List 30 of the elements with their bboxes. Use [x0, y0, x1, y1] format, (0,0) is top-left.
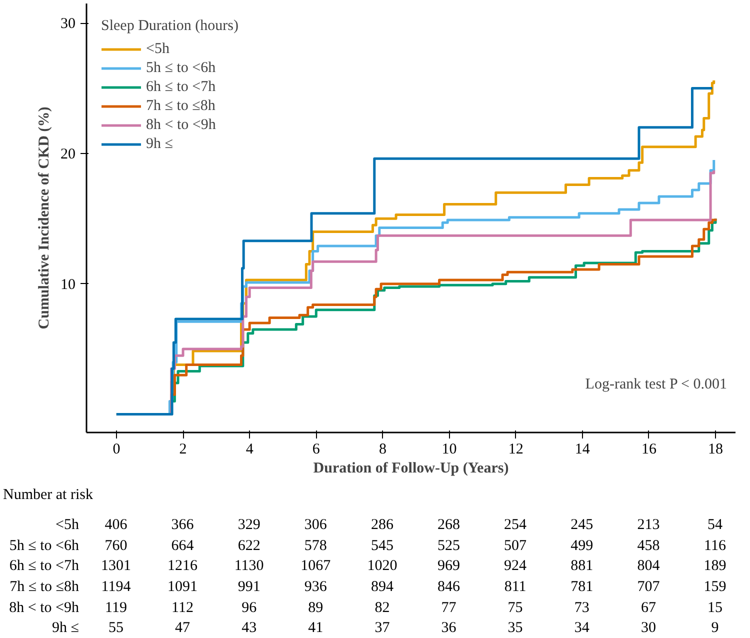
x-tick-label: 14 — [574, 442, 590, 458]
legend-label: 5h ≤ to <6h — [146, 59, 216, 77]
x-tick-label: 8 — [378, 442, 386, 458]
x-tick-label: 6 — [312, 442, 320, 458]
text: 8h < to <9h 119 112 96 89 82 77 75 73 67 15 — [9, 600, 722, 616]
legend-title: Sleep Duration (hours) — [101, 18, 238, 35]
x-tick-label: 16 — [641, 442, 657, 458]
text: 5h ≤ to <6h 760 664 622 578 545 525 507 499 458 116 — [9, 538, 726, 554]
text: 9h ≤ 55 47 43 41 37 36 35 34 30 9 — [52, 620, 719, 636]
text: Number at risk — [3, 486, 93, 504]
y-tick-label: 20 — [60, 146, 76, 162]
x-tick-label: 10 — [442, 442, 457, 458]
legend-label: <5h — [146, 40, 170, 58]
text: 6h ≤ to <7h 1301 1216 1130 1067 1020 969 924 881 804 189 — [9, 558, 726, 574]
x-tick-label: 0 — [112, 442, 120, 458]
text: 7h ≤ to ≤8h 1194 1091 991 936 894 846 811 781 707 159 — [10, 579, 726, 595]
y-axis-title: Cumulative Incidence of CKD (%) — [36, 106, 52, 330]
text: <5h 406 366 329 306 286 268 254 245 213 54 — [56, 517, 722, 533]
legend-label: 6h ≤ to <7h — [146, 78, 216, 96]
annotation: Log-rank test P < 0.001 — [585, 376, 727, 392]
legend-label: 9h ≤ — [146, 135, 173, 153]
y-tick-label: 10 — [60, 276, 76, 293]
legend-label: 8h < to <9h — [146, 116, 216, 134]
x-tick-label: 18 — [708, 442, 724, 458]
x-tick-label: 12 — [508, 442, 524, 458]
x-tick-label: 4 — [246, 442, 254, 458]
legend-label: 7h ≤ to ≤8h — [146, 97, 216, 115]
x-axis-title: Duration of Follow-Up (Years) — [313, 460, 509, 476]
x-tick-label: 2 — [179, 442, 187, 458]
y-tick-label: 30 — [60, 16, 76, 32]
